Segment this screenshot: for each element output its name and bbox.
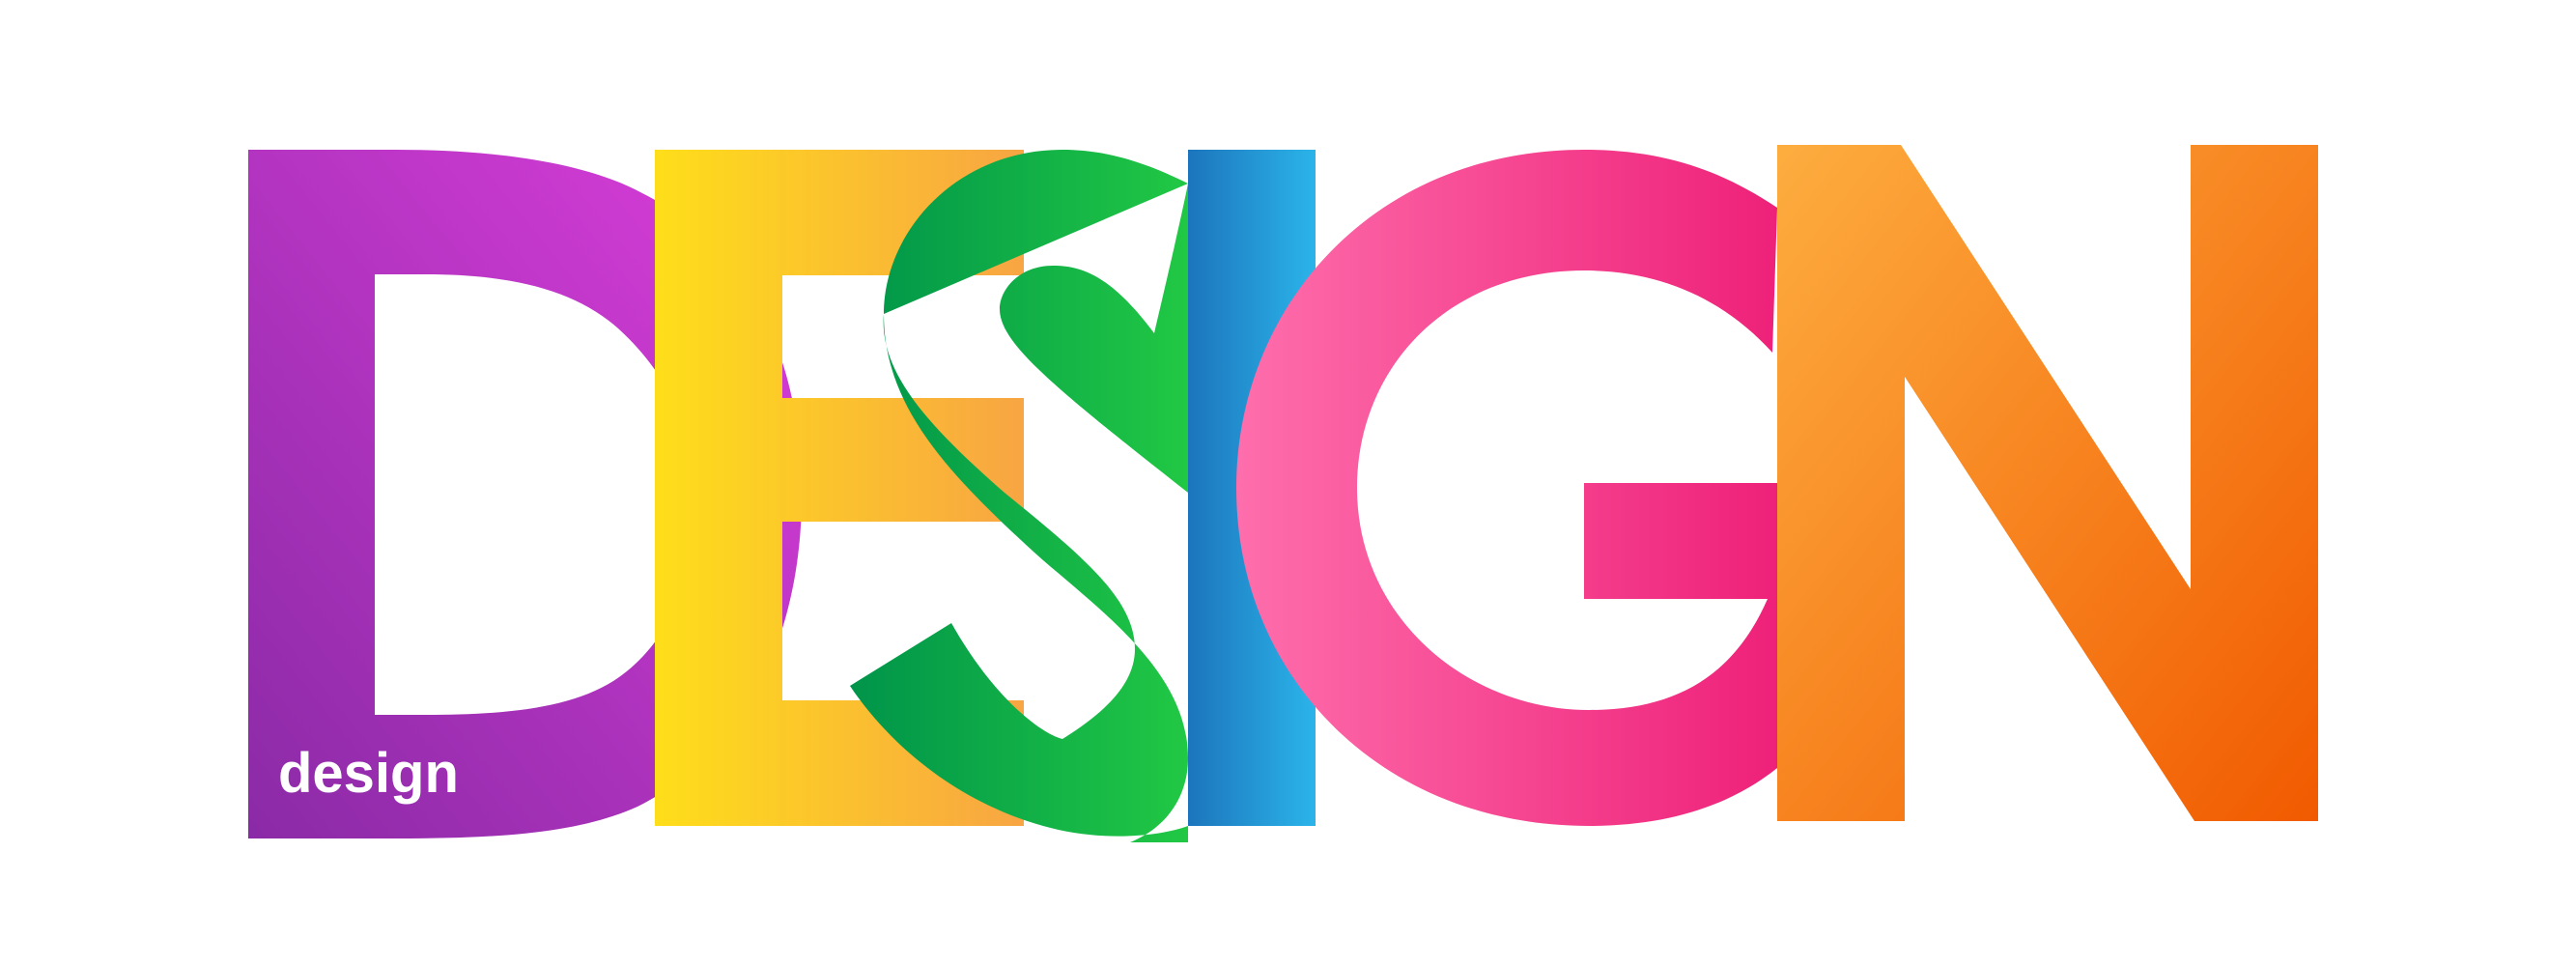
letter-e: [655, 150, 1024, 826]
letter-n: [1777, 145, 2318, 821]
caption-text: design: [278, 742, 459, 805]
letter-s: [850, 150, 1188, 842]
letter-g: [1236, 150, 1777, 826]
